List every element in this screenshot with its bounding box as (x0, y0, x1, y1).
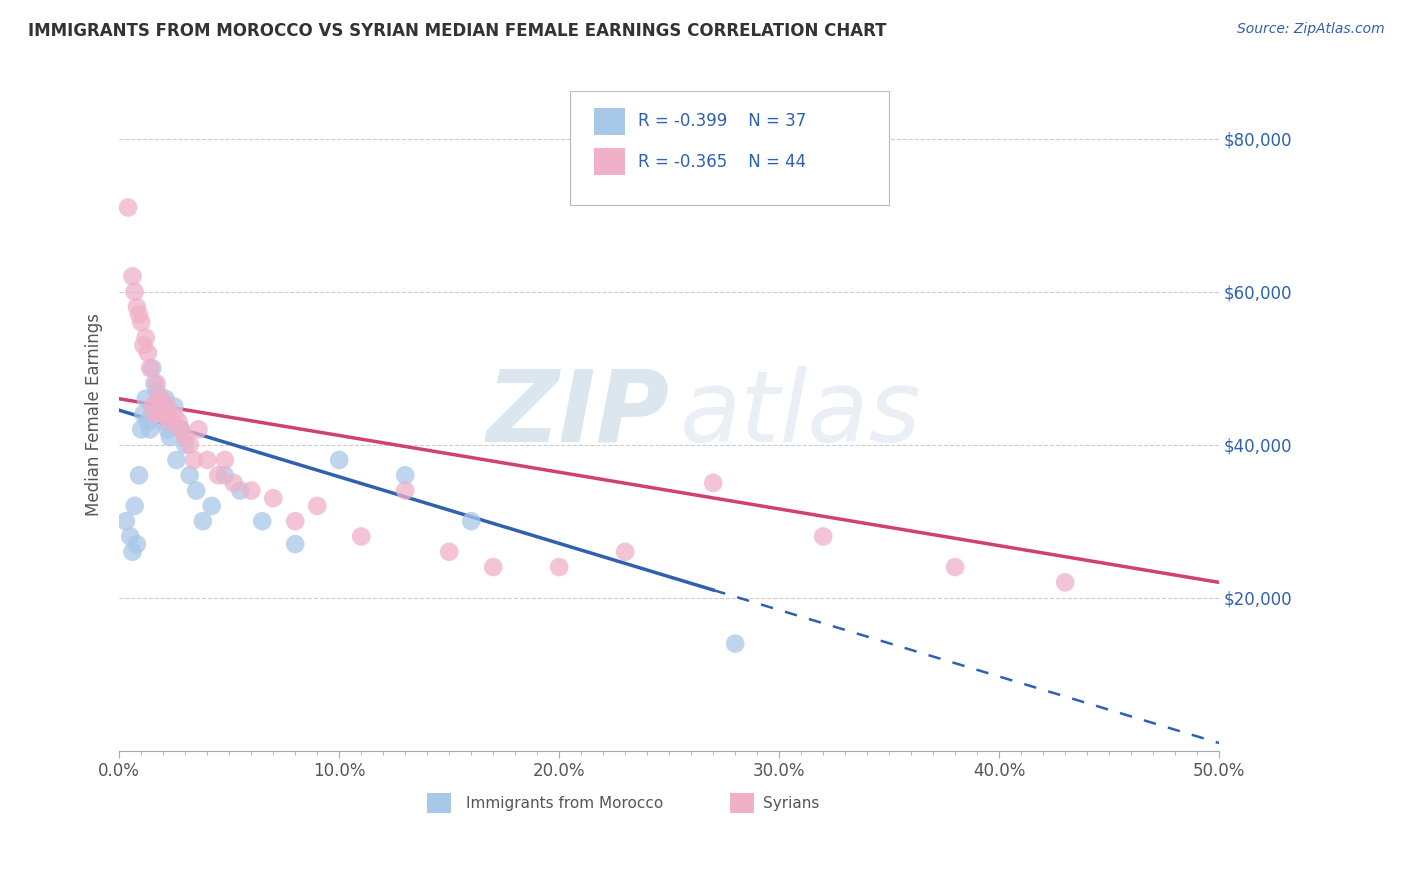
Point (179, 438, 201, 452)
FancyBboxPatch shape (595, 108, 626, 135)
Point (156, 422, 179, 436)
FancyBboxPatch shape (427, 793, 451, 814)
Point (135, 330, 157, 344)
Point (145, 376, 167, 391)
Point (152, 415, 174, 429)
Point (139, 422, 162, 436)
Point (201, 499, 224, 513)
Point (174, 430, 197, 444)
Point (152, 407, 174, 421)
Point (183, 453, 205, 467)
Point (439, 545, 461, 559)
Point (214, 453, 236, 467)
Point (214, 468, 236, 483)
Point (132, 407, 155, 421)
Point (167, 415, 190, 429)
Point (117, 201, 139, 215)
Point (141, 407, 163, 421)
Text: Syrians: Syrians (762, 796, 820, 811)
Point (702, 475, 724, 490)
Point (163, 400, 186, 414)
Point (141, 361, 163, 376)
Point (148, 392, 170, 406)
Text: ZIP: ZIP (486, 366, 669, 463)
Point (128, 468, 150, 483)
Point (482, 560, 505, 574)
Point (115, 514, 138, 528)
Point (145, 384, 167, 398)
Point (394, 468, 416, 483)
Point (240, 483, 263, 498)
Point (129, 315, 152, 329)
Point (124, 285, 146, 299)
Point (129, 422, 152, 436)
Point (155, 407, 177, 421)
Point (394, 483, 416, 498)
Point (191, 514, 214, 528)
Point (811, 529, 834, 543)
Point (179, 468, 201, 483)
Point (132, 338, 155, 352)
Point (148, 407, 170, 421)
Point (187, 422, 209, 436)
Point (136, 415, 159, 429)
Point (724, 636, 747, 650)
FancyBboxPatch shape (730, 793, 754, 814)
Point (128, 308, 150, 322)
Point (284, 514, 307, 528)
Point (195, 453, 218, 467)
Text: R = -0.365    N = 44: R = -0.365 N = 44 (638, 153, 807, 170)
Point (141, 400, 163, 414)
Point (229, 483, 252, 498)
Point (1054, 575, 1077, 590)
Point (222, 475, 245, 490)
Point (135, 392, 157, 406)
Point (307, 499, 329, 513)
Point (139, 361, 162, 376)
Point (186, 483, 208, 498)
Point (262, 491, 284, 506)
Text: IMMIGRANTS FROM MOROCCO VS SYRIAN MEDIAN FEMALE EARNINGS CORRELATION CHART: IMMIGRANTS FROM MOROCCO VS SYRIAN MEDIAN… (28, 22, 887, 40)
Point (143, 407, 166, 421)
Point (143, 376, 166, 391)
Text: atlas: atlas (681, 366, 922, 463)
Point (150, 392, 173, 406)
Point (170, 422, 193, 436)
Point (548, 560, 571, 574)
Point (136, 346, 159, 360)
Point (943, 560, 966, 574)
Text: Immigrants from Morocco: Immigrants from Morocco (465, 796, 664, 811)
Point (125, 300, 148, 314)
Point (155, 392, 177, 406)
Point (150, 400, 173, 414)
Point (207, 468, 229, 483)
Point (120, 529, 142, 543)
Point (170, 422, 193, 436)
Point (166, 453, 188, 467)
Point (614, 545, 637, 559)
FancyBboxPatch shape (595, 148, 626, 175)
Point (350, 529, 373, 543)
Point (174, 438, 197, 452)
Point (125, 537, 148, 551)
Point (156, 400, 179, 414)
Point (328, 453, 350, 467)
Point (460, 514, 482, 528)
Point (163, 407, 186, 421)
FancyBboxPatch shape (571, 91, 889, 205)
Point (159, 430, 181, 444)
Text: R = -0.399    N = 37: R = -0.399 N = 37 (638, 112, 807, 129)
Point (159, 415, 181, 429)
Point (124, 499, 146, 513)
Text: Source: ZipAtlas.com: Source: ZipAtlas.com (1237, 22, 1385, 37)
Y-axis label: Median Female Earnings: Median Female Earnings (86, 312, 103, 516)
Point (284, 537, 307, 551)
Point (121, 269, 143, 284)
Point (252, 514, 274, 528)
Point (121, 545, 143, 559)
